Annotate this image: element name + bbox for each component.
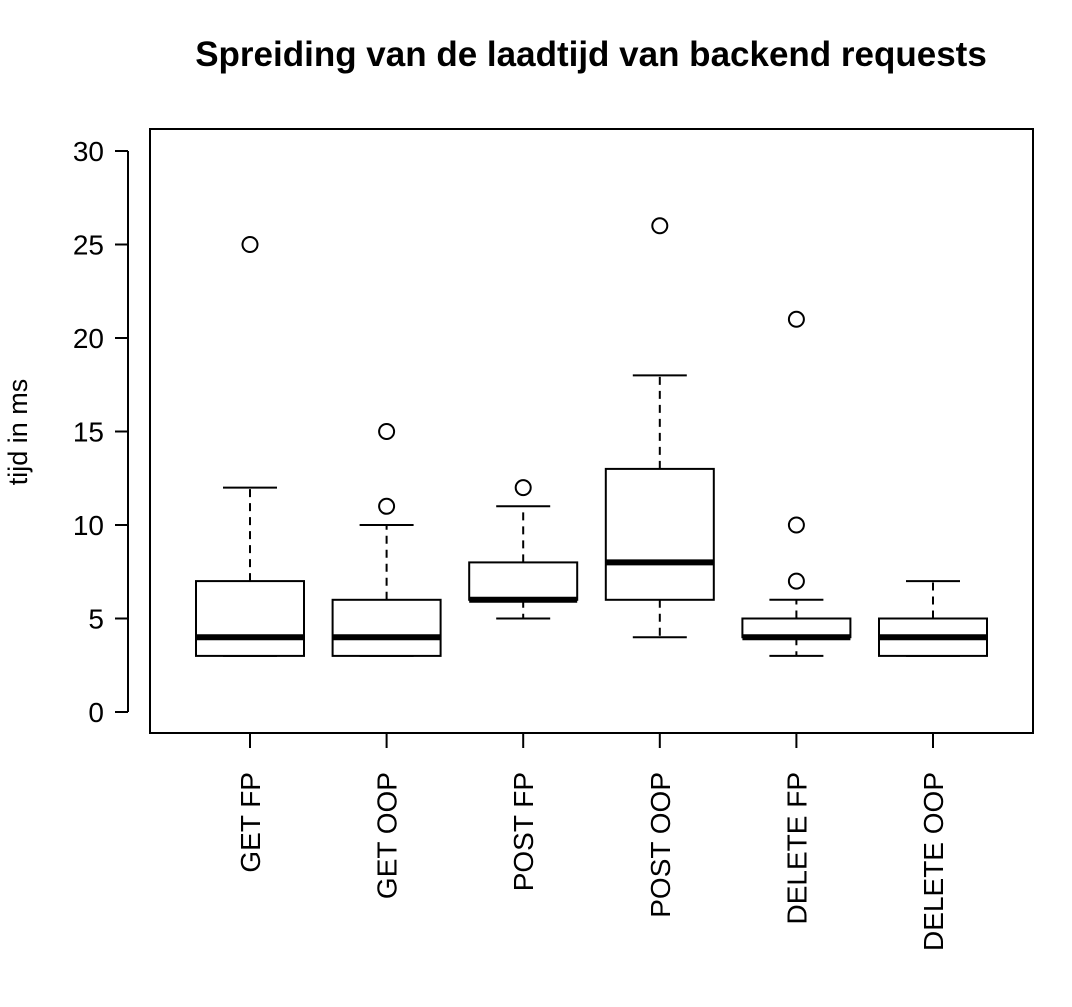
box-body: [604, 467, 715, 601]
y-tick-label: 5: [88, 604, 104, 635]
outlier-point: [378, 423, 396, 440]
y-tick-label: 25: [73, 230, 104, 261]
boxes-group: [195, 217, 988, 657]
y-tick-label: 20: [73, 323, 104, 354]
box-body: [468, 561, 579, 601]
outlier-point: [514, 479, 532, 497]
box-post-fp: [468, 479, 579, 620]
y-tick-label: 15: [73, 417, 104, 448]
box-get-fp: [195, 236, 305, 657]
y-axis-label: tijd in ms: [3, 379, 33, 486]
box-delete-oop: [878, 580, 988, 657]
chart-title: Spreiding van de laadtijd van backend re…: [195, 35, 987, 74]
x-tick-label: DELETE OOP: [918, 772, 949, 951]
x-tick-label: POST FP: [508, 772, 539, 891]
x-tick-label: GET FP: [235, 772, 266, 873]
box-body: [195, 580, 305, 657]
box-get-oop: [331, 423, 442, 657]
box-delete-fp: [741, 310, 852, 657]
x-tick-label: GET OOP: [372, 772, 403, 899]
x-tick-label: POST OOP: [645, 772, 676, 918]
outlier-point: [378, 497, 396, 515]
y-tick-label: 0: [88, 697, 104, 728]
y-axis: 0 5 10 15 20 25 30: [73, 136, 129, 728]
y-tick-label: 30: [73, 136, 104, 167]
outlier-point: [787, 310, 805, 328]
box-body: [331, 598, 442, 657]
box-post-oop: [604, 217, 715, 639]
outlier-point: [787, 572, 805, 590]
outlier-point: [241, 236, 259, 253]
outlier-point: [787, 516, 805, 534]
outlier-point: [651, 217, 669, 235]
y-tick-label: 10: [73, 510, 104, 541]
x-axis: GET FP GET OOP POST FP POST OOP DELETE FP DEL…: [235, 732, 949, 951]
x-tick-label: DELETE FP: [781, 772, 812, 924]
